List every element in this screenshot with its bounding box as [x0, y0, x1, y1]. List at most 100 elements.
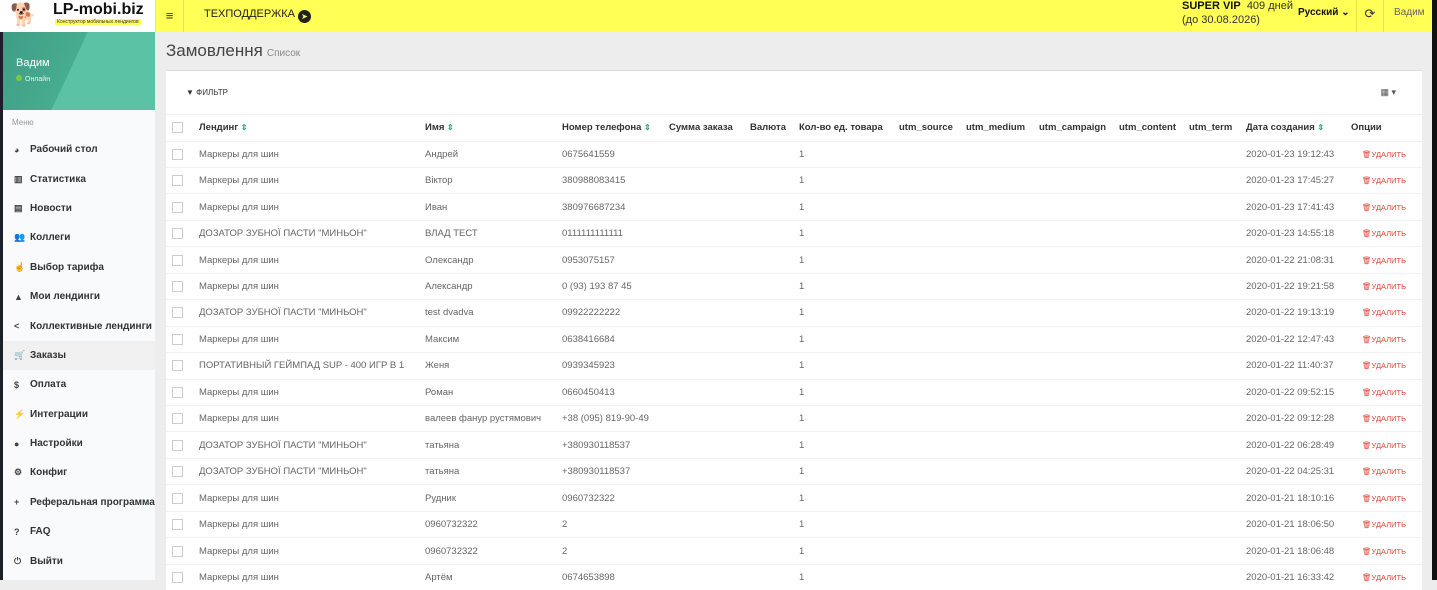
sort-icon[interactable]: ⇕ [644, 123, 651, 133]
menu-toggle-icon[interactable]: ≡ [155, 0, 184, 32]
cell-quantity: 1 [799, 201, 805, 213]
sidebar-item-1[interactable]: ▥ Статистика [3, 164, 155, 193]
sort-icon[interactable]: ⇕ [240, 123, 248, 133]
delete-button[interactable]: 🗑УДАЛИТЬ [1351, 414, 1422, 423]
delete-button[interactable]: 🗑УДАЛИТЬ [1351, 547, 1422, 556]
delete-button[interactable]: 🗑УДАЛИТЬ [1351, 335, 1422, 344]
filter-icon: ▼ [186, 88, 194, 97]
row-checkbox[interactable] [172, 545, 183, 557]
row-checkbox[interactable] [172, 519, 183, 531]
delete-button[interactable]: 🗑УДАЛИТЬ [1351, 150, 1422, 159]
sidebar-item-11[interactable]: ⚙ Конфиг [3, 458, 155, 487]
delete-label: УДАЛИТЬ [1371, 493, 1407, 503]
delete-button[interactable]: 🗑УДАЛИТЬ [1351, 361, 1422, 370]
table-row: Маркеры для шин Андрей 0675641559 1 2020… [166, 140, 1422, 168]
logo[interactable]: 🐕 LP-mobi.biz Конструктор мобильных ленд… [0, 0, 155, 32]
cell-quantity: 1 [799, 386, 805, 398]
menu-header: Меню [12, 118, 34, 127]
row-checkbox[interactable] [172, 228, 183, 240]
column-header[interactable]: Имя ⇕ [425, 122, 562, 133]
hand-pointer-icon: ☝ [14, 261, 26, 272]
page-title-text: Замовлення [166, 41, 263, 60]
cell-quantity: 1 [799, 228, 805, 240]
table-row: Маркеры для шин Иван 380976687234 1 2020… [166, 193, 1422, 220]
sort-icon[interactable]: ⇕ [447, 123, 454, 133]
column-label: utm_campaign [1039, 122, 1107, 134]
delete-button[interactable]: 🗑УДАЛИТЬ [1351, 494, 1422, 503]
sidebar-item-5[interactable]: ▲ Мои лендинги [3, 282, 155, 311]
row-checkbox[interactable] [172, 360, 183, 372]
sidebar-item-13[interactable]: ? FAQ [3, 517, 155, 546]
table-row: Маркеры для шин Александр 0 (93) 193 87 … [166, 272, 1422, 300]
delete-button[interactable]: 🗑УДАЛИТЬ [1351, 520, 1422, 529]
sidebar-item-label: Выйти [30, 555, 63, 567]
row-checkbox[interactable] [172, 281, 183, 292]
row-checkbox[interactable] [172, 148, 183, 160]
columns-toggle-button[interactable]: ▦ ▾ [1380, 87, 1396, 97]
delete-button[interactable]: 🗑УДАЛИТЬ [1351, 176, 1422, 185]
table-row: Маркеры для шин Артём 0674653898 1 2020-… [166, 563, 1422, 590]
sidebar-item-label: Коллективные лендинги [30, 320, 152, 332]
sidebar-item-6[interactable]: < Коллективные лендинги [3, 311, 155, 340]
cell-name: Олександр [425, 254, 474, 266]
delete-label: УДАЛИТЬ [1371, 520, 1407, 530]
sidebar-item-12[interactable]: + Реферальная программа [3, 488, 155, 517]
column-header[interactable]: Дата создания ⇕ [1246, 122, 1351, 133]
trash-icon: 🗑 [1362, 255, 1372, 265]
column-header[interactable]: Лендинг ⇕ [199, 122, 425, 133]
column-label: Валюта [750, 122, 786, 134]
delete-button[interactable]: 🗑УДАЛИТЬ [1351, 388, 1422, 397]
row-checkbox[interactable] [172, 254, 183, 266]
row-checkbox[interactable] [172, 201, 183, 213]
delete-button[interactable]: 🗑УДАЛИТЬ [1351, 203, 1422, 212]
sort-icon[interactable]: ⇕ [1317, 123, 1325, 133]
cell-phone: 380976687234 [562, 201, 626, 213]
sidebar-item-7[interactable]: 🛒 Заказы [3, 340, 155, 371]
sidebar-item-0[interactable]: ◕ Рабочий стол [3, 135, 155, 164]
row-checkbox[interactable] [172, 413, 183, 425]
column-label: utm_content [1119, 122, 1176, 134]
chevron-down-icon: ⌄ [1341, 7, 1350, 18]
cell-created: 2020-01-21 18:06:48 [1246, 545, 1335, 557]
row-checkbox[interactable] [172, 175, 183, 187]
support-link[interactable]: ТЕХПОДДЕРЖКА ➤ [204, 8, 312, 23]
delete-button[interactable]: 🗑УДАЛИТЬ [1351, 256, 1422, 265]
row-checkbox[interactable] [172, 439, 183, 451]
delete-button[interactable]: 🗑УДАЛИТЬ [1351, 467, 1422, 476]
user-menu[interactable]: Вадим [1394, 7, 1425, 18]
delete-button[interactable]: 🗑УДАЛИТЬ [1351, 441, 1422, 450]
filter-button[interactable]: ▼ ФИЛЬТР [186, 88, 228, 97]
delete-label: УДАЛИТЬ [1371, 282, 1407, 291]
row-checkbox[interactable] [172, 333, 183, 345]
row-checkbox[interactable] [172, 307, 183, 319]
row-checkbox[interactable] [172, 466, 183, 478]
bar-chart-icon: ▥ [14, 173, 23, 184]
cell-landing: Маркеры для шин [199, 281, 279, 292]
cell-created: 2020-01-21 16:33:42 [1246, 571, 1335, 583]
sidebar-item-8[interactable]: $ Оплата [3, 370, 155, 399]
column-header[interactable]: Номер телефона ⇕ [562, 122, 669, 133]
delete-button[interactable]: 🗑УДАЛИТЬ [1351, 573, 1422, 582]
row-checkbox[interactable] [172, 571, 183, 583]
sidebar-item-3[interactable]: 👥 Коллеги [3, 223, 155, 252]
cell-landing: ДОЗАТОР ЗУБНОЇ ПАСТИ "МИНЬОН" [199, 307, 367, 319]
delete-button[interactable]: 🗑УДАЛИТЬ [1351, 229, 1422, 238]
language-select[interactable]: Русский ⌄ [1298, 7, 1350, 18]
row-checkbox[interactable] [172, 492, 183, 504]
table-row: ДОЗАТОР ЗУБНОЇ ПАСТИ "МИНЬОН" татьяна +3… [166, 431, 1422, 458]
sidebar-item-2[interactable]: ▤ Новости [3, 194, 155, 223]
refresh-icon[interactable]: ⟳ [1356, 0, 1384, 32]
table-row: ПОРТАТИВНЫЙ ГЕЙМПАД SUP - 400 ИГР В 1 Же… [166, 352, 1422, 379]
cell-created: 2020-01-22 11:40:37 [1246, 360, 1334, 372]
select-all-checkbox[interactable] [172, 122, 183, 134]
row-checkbox[interactable] [172, 386, 183, 398]
trash-icon: 🗑 [1362, 387, 1372, 397]
sidebar-item-4[interactable]: ☝ Выбор тарифа [3, 253, 155, 282]
table-row: ДОЗАТОР ЗУБНОЇ ПАСТИ "МИНЬОН" ВЛАД ТЕСТ … [166, 219, 1422, 247]
sidebar-item-9[interactable]: ⚡ Интеграции [3, 400, 155, 429]
delete-button[interactable]: 🗑УДАЛИТЬ [1351, 308, 1422, 317]
sidebar-item-14[interactable]: ⏻ Выйти [3, 546, 155, 575]
delete-button[interactable]: 🗑УДАЛИТЬ [1351, 282, 1422, 291]
sidebar-item-label: Заказы [30, 349, 67, 361]
sidebar-item-10[interactable]: ● Настройки [3, 429, 155, 458]
